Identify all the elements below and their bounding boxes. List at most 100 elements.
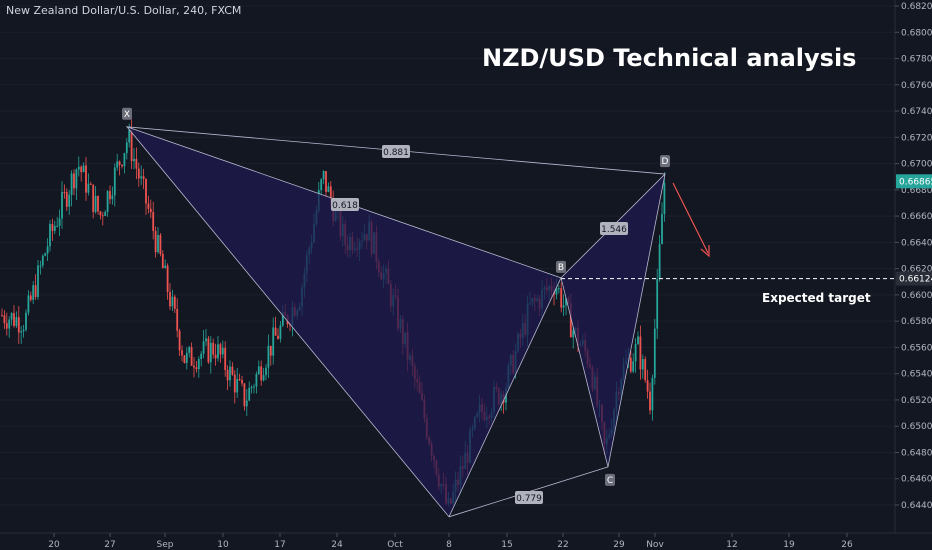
candle-body bbox=[260, 366, 263, 381]
time-tick-label: 8 bbox=[446, 540, 452, 550]
expected-target-label: Expected target bbox=[762, 291, 871, 305]
candle-body bbox=[277, 335, 279, 339]
candle-body bbox=[183, 355, 186, 363]
time-tick-label: 20 bbox=[48, 540, 60, 550]
candle-body bbox=[651, 377, 654, 411]
candle-body bbox=[557, 288, 560, 290]
candle-body bbox=[61, 192, 63, 219]
candle-body bbox=[34, 285, 37, 297]
candle-body bbox=[272, 327, 275, 356]
candle-body bbox=[241, 379, 243, 384]
ratio-label: 0.779 bbox=[516, 494, 542, 504]
time-tick-label: 29 bbox=[613, 540, 625, 550]
candle-body bbox=[243, 383, 246, 407]
candle-body bbox=[176, 308, 179, 331]
candle-body bbox=[125, 142, 128, 154]
candle-body bbox=[82, 165, 85, 173]
candle-body bbox=[214, 354, 217, 359]
candle-body bbox=[572, 330, 575, 338]
candle-body bbox=[644, 359, 647, 381]
candle-body bbox=[154, 230, 157, 253]
candle-body bbox=[53, 225, 56, 231]
candle-body bbox=[8, 319, 11, 329]
candle-body bbox=[224, 347, 227, 371]
candle-body bbox=[212, 342, 215, 355]
candle-body bbox=[123, 153, 126, 167]
candle-body bbox=[44, 253, 47, 256]
candle-body bbox=[161, 253, 164, 269]
candle-body bbox=[190, 347, 193, 366]
candle-body bbox=[663, 183, 666, 214]
ratio-label: 0.618 bbox=[332, 201, 358, 211]
candle-body bbox=[137, 168, 140, 179]
candle-body bbox=[250, 387, 253, 389]
time-tick-label: Sep bbox=[157, 540, 174, 550]
candle-body bbox=[140, 176, 143, 179]
ratio-label: 0.881 bbox=[383, 148, 409, 158]
candle-body bbox=[27, 295, 30, 313]
point-label-d: D bbox=[662, 157, 669, 167]
candle-body bbox=[219, 344, 222, 355]
candle-body bbox=[118, 161, 121, 166]
candle-body bbox=[197, 358, 200, 370]
harmonic-pattern: 0.881 0.618 1.546 0.779 X B C D bbox=[122, 107, 895, 518]
candle-body bbox=[41, 255, 44, 266]
candle-body bbox=[58, 218, 61, 226]
candle-body bbox=[325, 171, 327, 192]
candle-body bbox=[641, 359, 644, 370]
time-tick-label: 27 bbox=[104, 540, 115, 550]
candle-body bbox=[94, 196, 97, 212]
time-tick-label: 19 bbox=[783, 540, 795, 550]
candle-body bbox=[274, 327, 277, 336]
candle-body bbox=[99, 211, 102, 216]
candle-body bbox=[238, 378, 241, 380]
candle-body bbox=[629, 357, 632, 372]
candle-body bbox=[221, 347, 224, 355]
candle-body bbox=[560, 288, 563, 308]
current-price-badge-bg bbox=[896, 174, 932, 189]
headline: NZD/USD Technical analysis bbox=[482, 44, 856, 72]
candle-body bbox=[181, 350, 183, 356]
candle-body bbox=[637, 336, 639, 345]
candle-body bbox=[128, 129, 131, 143]
arrow-head bbox=[700, 245, 710, 258]
candle-body bbox=[49, 223, 51, 247]
candle-body bbox=[253, 386, 255, 388]
candle-body bbox=[159, 234, 162, 254]
point-label-bg bbox=[660, 155, 670, 168]
candle-body bbox=[149, 208, 152, 213]
candle-body bbox=[195, 367, 198, 370]
expected-move-arrow bbox=[672, 182, 709, 254]
time-tick-label: Nov bbox=[646, 540, 664, 550]
candle-body bbox=[646, 380, 649, 392]
candle-body bbox=[205, 338, 207, 342]
time-tick-label: 26 bbox=[841, 540, 853, 550]
candle-body bbox=[188, 347, 191, 353]
candle-body bbox=[15, 317, 18, 326]
candle-body bbox=[68, 194, 71, 207]
candle-body bbox=[133, 158, 135, 162]
candle-body bbox=[661, 213, 663, 245]
candle-body bbox=[656, 279, 659, 329]
candle-body bbox=[634, 344, 637, 362]
point-label-bg bbox=[122, 107, 132, 120]
candle-body bbox=[145, 179, 147, 204]
target-price-badge: 0.66124 bbox=[899, 275, 932, 285]
candle-body bbox=[653, 328, 656, 378]
candle-body bbox=[320, 179, 323, 191]
candle-body bbox=[73, 173, 75, 189]
